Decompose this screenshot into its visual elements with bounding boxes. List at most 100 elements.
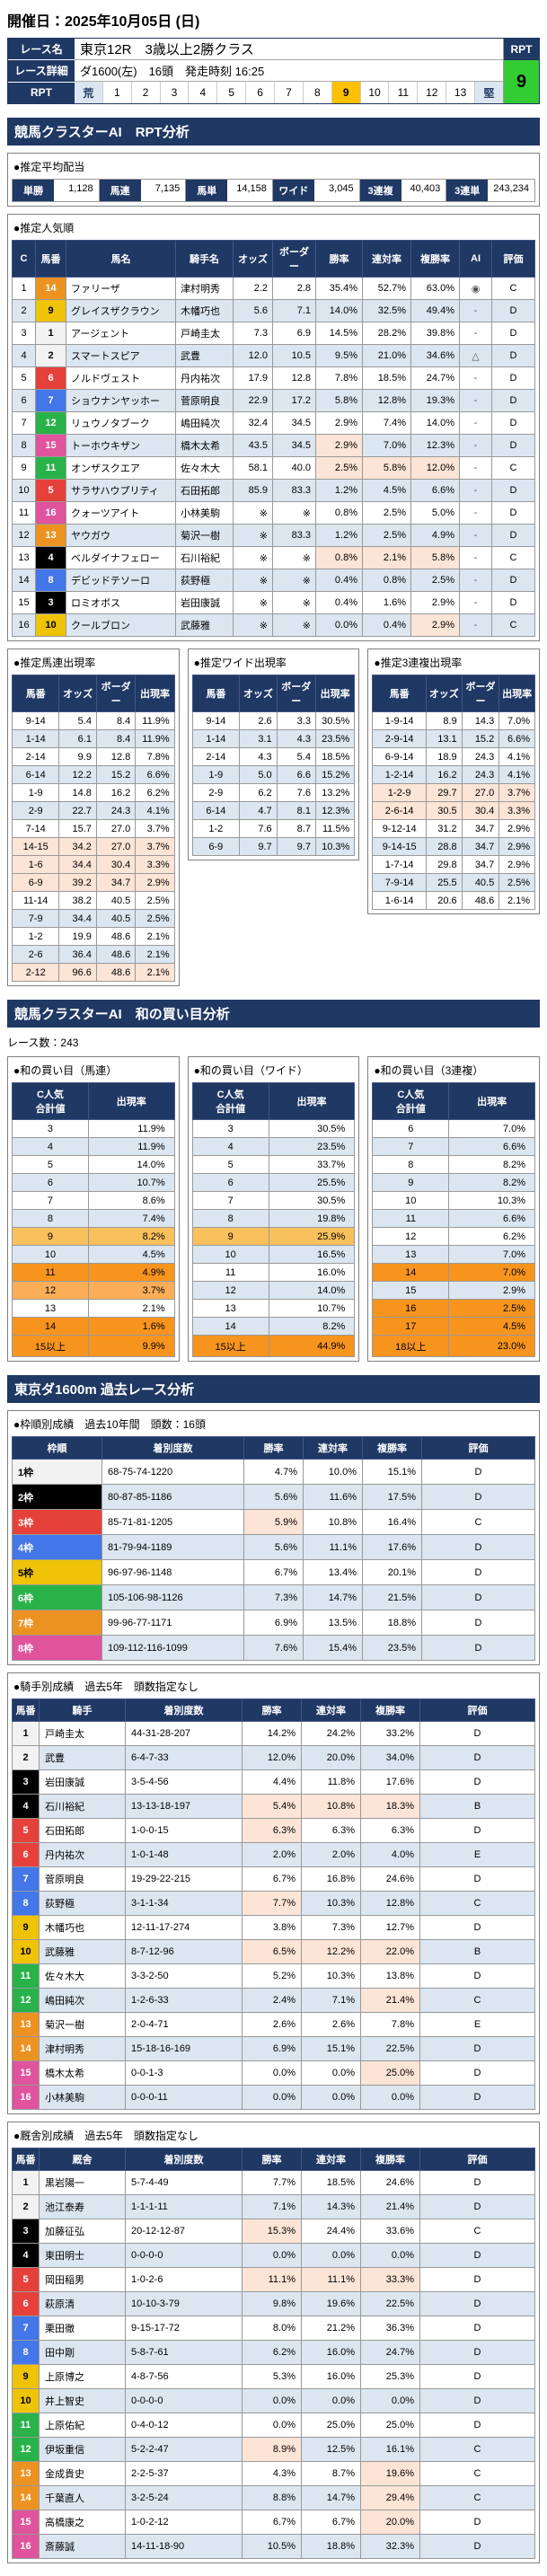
quinella-rate-cell: 11.8% [301, 1769, 361, 1795]
quinella-rate-cell: 16.8% [301, 1866, 361, 1892]
quinella-rate-cell: 15.1% [301, 2036, 361, 2061]
popularity-row: 1 14 ファリーザ 津村明秀 2.2 2.8 35.4% 52.7% 63.0… [12, 277, 535, 300]
eval-cell: D [491, 344, 535, 367]
rate-cell: 2.9% [498, 819, 536, 838]
rank-cell: 11 [12, 501, 36, 525]
trainer-name-cell: 黒岩陽一 [39, 2170, 126, 2195]
jockey-stats-table: 馬番 騎手 着別度数 勝率 連対率 複勝率 評価 1 戸崎圭太 44-31-28-207 1… [12, 1698, 535, 2110]
rpt-scale-cell: 2 [132, 82, 161, 103]
pair-cell: 1-6 [11, 855, 60, 874]
wa-wide-table: C人気 合計値 出現率 3 30.5% 4 23.5% 5 33.7% [191, 1082, 356, 1357]
rpt-scale-cell: 荒 [75, 82, 103, 103]
record-cell: 12-11-17-274 [125, 1915, 243, 1940]
quinella-rate-cell: 28.2% [362, 322, 411, 345]
odds-cell: 28.8 [425, 837, 463, 856]
rate-cell: 3.7% [498, 783, 536, 802]
win-rate-cell: 1.2% [315, 524, 363, 547]
show-rate-cell: 22.0% [360, 1939, 420, 1964]
header-cell: 着別度数 [125, 1698, 243, 1722]
rate-cell: 11.9% [135, 729, 175, 748]
trainer-name-cell: 萩原清 [39, 2291, 126, 2316]
odds-cell: 15.7 [58, 819, 97, 838]
trainer-name-cell: 田中剛 [39, 2340, 126, 2365]
horse-number-cell: 10 [35, 613, 66, 637]
table-row: 13 10.7% [191, 1299, 356, 1318]
sum-cell: 12 [12, 1281, 89, 1300]
show-rate-cell: 25.3% [360, 2364, 420, 2389]
umaren-rate-box: ●推定馬連出現率 馬番 オッズ ボーダー 出現率 9-14 5.4 8.4 11.9%… [7, 648, 180, 986]
rate-cell: 2.9% [498, 855, 536, 874]
header-cell: オッズ [233, 240, 273, 278]
rate-cell: 6.6% [448, 1209, 536, 1228]
border-cell: 83.3 [272, 479, 316, 502]
table-header-row: C人気 合計値 出現率 [191, 1082, 356, 1120]
table-row: 8枠 109-112-116-1099 7.6% 15.4% 23.5% D [12, 1635, 535, 1661]
quinella-rate-cell: 2.6% [301, 2012, 361, 2037]
quinella-rate-cell: 10.0% [303, 1459, 363, 1485]
jockey-name-cell: 石田拓郎 [175, 479, 234, 502]
payout-value: 243,234 [493, 183, 529, 194]
border-cell: 24.3 [461, 765, 500, 784]
eval-cell: D [419, 2340, 535, 2365]
table-row: 15以上 44.9% [191, 1335, 356, 1357]
rate-cell: 4.1% [498, 765, 536, 784]
show-rate-cell: 0.0% [360, 2085, 420, 2110]
border-cell: 12.8 [95, 747, 137, 766]
ai-mark-cell: - [459, 546, 492, 569]
eval-cell: D [419, 2085, 535, 2110]
eval-cell: D [419, 2060, 535, 2086]
popularity-row: 10 5 サラサハウプリティ 石田拓郎 85.9 83.3 1.2% 4.5% … [12, 479, 535, 502]
popularity-box: ●推定人気順 C 馬番 馬名 騎手名 オッズ ボーダー 勝率 連対率 複勝率 AI 評価 1 14 … [7, 214, 540, 641]
win-rate-cell: 0.4% [315, 591, 363, 614]
horse-number-cell: 2 [35, 344, 66, 367]
odds-cell: 12.2 [58, 765, 97, 784]
rate-cell: 30.5% [268, 1191, 356, 1210]
jockey-name-cell: 岩田康誠 [39, 1769, 126, 1795]
quinella-rate-cell: 0.0% [301, 2085, 361, 2110]
wa-sanrenpuku-box: ●和の買い目（3連複） C人気 合計値 出現率 6 7.0% 7 6.6% [367, 1056, 541, 1362]
header-cell: 騎手名 [175, 240, 234, 278]
quinella-rate-cell: 0.0% [301, 2243, 361, 2268]
header-cell: 出現率 [448, 1082, 536, 1120]
win-rate-cell: 14.5% [315, 322, 363, 345]
wa-sanrenpuku-body: 6 7.0% 7 6.6% 8 8.2% 9 8.2% 10 10.3% [372, 1119, 536, 1357]
trio-cell: 9-14-15 [372, 837, 427, 856]
ai-mark-cell: - [459, 322, 492, 345]
horse-number-cell: 11 [35, 456, 66, 480]
table-row: 2-9 22.7 24.3 4.1% [11, 801, 175, 820]
win-rate-cell: 2.6% [242, 2012, 302, 2037]
record-cell: 0-4-0-12 [125, 2413, 243, 2438]
record-cell: 8-7-12-96 [125, 1939, 243, 1964]
header-cell: オッズ [239, 675, 278, 712]
odds-cell: 5.4 [58, 711, 97, 730]
rate-cell: 23.5% [268, 1137, 356, 1156]
table-row: 7 栗田徹 9-15-17-72 8.0% 21.2% 36.3% D [12, 2316, 535, 2341]
eval-cell: D [421, 1610, 535, 1636]
eval-cell: D [421, 1584, 535, 1610]
show-rate-cell: 17.6% [362, 1534, 422, 1560]
horse-number-cell: 4 [12, 1794, 40, 1819]
quinella-rate-cell: 2.0% [301, 1842, 361, 1867]
odds-cell: 39.2 [58, 873, 97, 892]
pair-cell: 6-9 [191, 837, 241, 856]
rpt-scale-cell: 6 [246, 82, 276, 103]
table-header-row: 馬番 オッズ ボーダー 出現率 [372, 675, 536, 712]
header-cell: 連対率 [362, 240, 411, 278]
race-count: レース数：243 [7, 1037, 79, 1049]
horse-number-cell: 5 [12, 1818, 40, 1843]
table-row: 1枠 68-75-74-1220 4.7% 10.0% 15.1% D [12, 1459, 535, 1485]
trio-cell: 1-6-14 [372, 891, 427, 910]
wa-umaren-body: 3 11.9% 4 11.9% 5 14.0% 6 10.7% 7 8.6% [12, 1119, 175, 1357]
ai-mark-cell: - [459, 524, 492, 547]
show-rate-cell: 2.5% [410, 569, 460, 592]
table-row: 15以上 9.9% [12, 1335, 175, 1357]
odds-cell: 25.5 [425, 873, 463, 892]
table-row: 6 萩原清 10-10-3-79 9.8% 19.6% 22.5% D [12, 2291, 535, 2316]
jockey-name-cell: 石川裕紀 [39, 1794, 126, 1819]
jockey-name-cell: 嶋田純次 [175, 411, 234, 435]
table-row: 6 25.5% [191, 1173, 356, 1192]
section-header-rpt-analysis: 競馬クラスターAI RPT分析 [7, 118, 540, 146]
win-rate-cell: 6.7% [243, 1559, 304, 1585]
jockey-stats-body: 1 戸崎圭太 44-31-28-207 14.2% 24.2% 33.2% D … [12, 1721, 535, 2110]
odds-cell: 9.7 [239, 837, 278, 856]
